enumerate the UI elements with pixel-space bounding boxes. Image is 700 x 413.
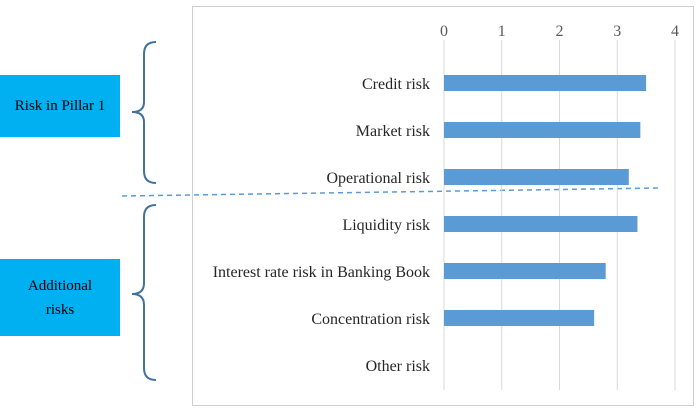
bar xyxy=(444,310,595,326)
x-tick-label: 4 xyxy=(671,23,679,40)
x-tick-label: 1 xyxy=(498,23,506,40)
group-label-line: risks xyxy=(45,301,75,318)
bar xyxy=(444,75,647,91)
x-tick-label: 3 xyxy=(613,23,621,40)
category-label: Operational risk xyxy=(326,170,430,187)
category-label: Credit risk xyxy=(362,76,430,93)
chart-area xyxy=(192,6,694,406)
category-label: Other risk xyxy=(366,358,430,375)
risk-in-pillar-1-label: Risk in Pillar 1 xyxy=(0,75,120,137)
pillar1-bracket xyxy=(131,41,157,184)
category-label: Concentration risk xyxy=(311,311,430,328)
bar xyxy=(444,263,606,279)
category-label: Market risk xyxy=(356,123,430,140)
additional-bracket xyxy=(131,204,157,381)
category-label: Interest rate risk in Banking Book xyxy=(213,264,430,281)
additional-risks-label: Additional risks xyxy=(0,259,120,336)
x-tick-label: 2 xyxy=(556,23,564,40)
bar xyxy=(444,216,638,232)
x-tick-label: 0 xyxy=(440,23,448,40)
bar xyxy=(444,122,641,138)
group-label-line: Additional xyxy=(27,277,93,294)
group-label-line: Risk in Pillar 1 xyxy=(14,98,106,114)
bar xyxy=(444,169,629,185)
category-label: Liquidity risk xyxy=(342,217,430,234)
